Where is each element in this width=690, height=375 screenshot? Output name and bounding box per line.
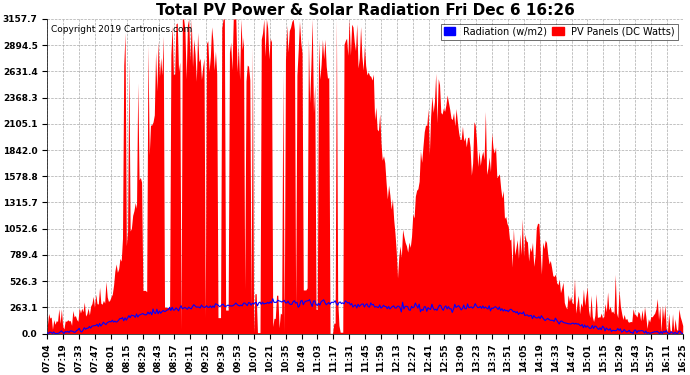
Title: Total PV Power & Solar Radiation Fri Dec 6 16:26: Total PV Power & Solar Radiation Fri Dec… (156, 3, 575, 18)
Legend: Radiation (w/m2), PV Panels (DC Watts): Radiation (w/m2), PV Panels (DC Watts) (441, 24, 678, 40)
Text: Copyright 2019 Cartronics.com: Copyright 2019 Cartronics.com (50, 25, 192, 34)
